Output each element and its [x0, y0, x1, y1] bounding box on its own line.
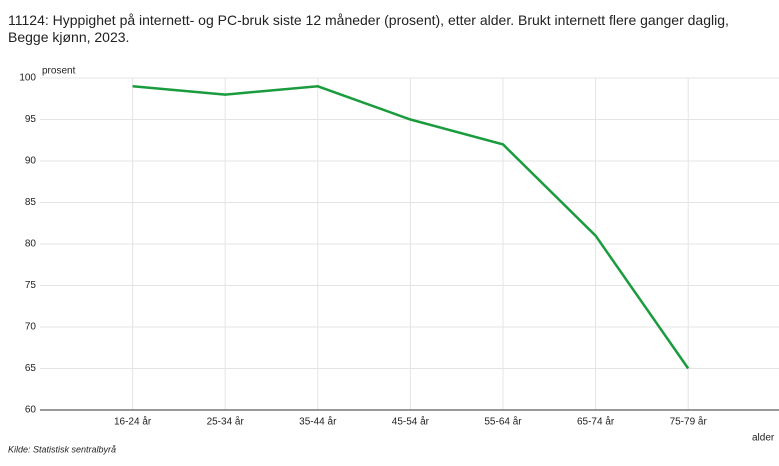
- x-tick-label: 35-44 år: [299, 416, 337, 428]
- y-tick-label: 60: [25, 405, 37, 416]
- y-tick-label: 90: [25, 156, 37, 167]
- y-tick-label: 65: [25, 363, 37, 374]
- x-tick-label: 75-79 år: [670, 416, 708, 428]
- y-tick-label: 85: [25, 197, 37, 208]
- data-line: [132, 85, 690, 370]
- x-tick-label: 65-74 år: [577, 416, 615, 428]
- x-tick-label: 25-34 år: [207, 416, 245, 428]
- y-tick-label: 95: [25, 114, 37, 125]
- y-tick-label: 100: [19, 73, 36, 84]
- y-tick-label: 80: [25, 239, 37, 250]
- source: Kilde: Statistisk sentralbyrå: [8, 444, 116, 454]
- y-tick-label: 75: [25, 280, 37, 291]
- chart-title: 11124: Hyppighet på internett- og PC-bru…: [8, 12, 729, 45]
- x-axis-label: alder: [752, 433, 775, 444]
- x-tick-label: 45-54 år: [392, 416, 430, 428]
- x-tick-label: 16-24 år: [114, 416, 152, 428]
- y-axis-label: prosent: [42, 66, 76, 77]
- x-tick-label: 55-64 år: [484, 416, 522, 428]
- y-tick-label: 70: [25, 322, 37, 333]
